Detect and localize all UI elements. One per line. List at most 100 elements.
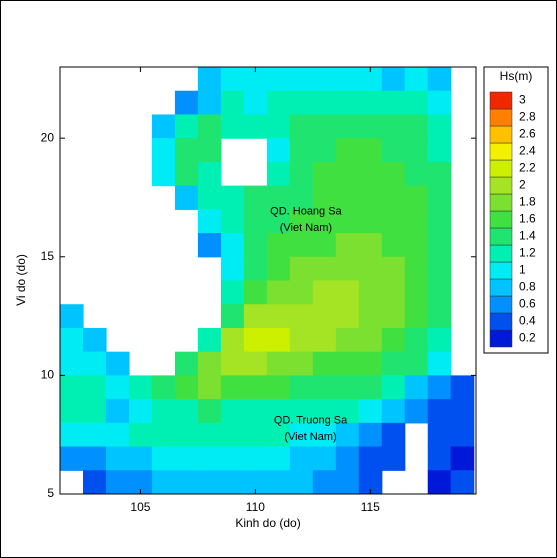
cell xyxy=(427,422,452,448)
cell xyxy=(105,375,130,400)
cell xyxy=(289,280,314,305)
cell xyxy=(381,256,406,282)
cell xyxy=(289,138,314,163)
cell xyxy=(427,304,452,329)
cell xyxy=(358,446,383,471)
cell xyxy=(128,422,153,448)
cell xyxy=(197,161,222,187)
cell xyxy=(404,280,429,305)
cell xyxy=(197,446,222,471)
cell xyxy=(243,280,268,305)
cell xyxy=(174,422,199,448)
cell xyxy=(335,280,360,305)
cell xyxy=(266,470,291,494)
cell xyxy=(312,161,337,187)
cell xyxy=(243,446,268,471)
colorbar-label: 1.2 xyxy=(519,246,536,260)
cell xyxy=(381,327,406,353)
colorbar-swatch xyxy=(489,261,513,280)
cell xyxy=(312,304,337,329)
y-axis-label: Vi do (do) xyxy=(14,254,28,306)
cell xyxy=(266,90,291,116)
cell xyxy=(243,90,268,116)
colorbar-swatch xyxy=(489,159,513,178)
cell xyxy=(404,233,429,258)
cell xyxy=(243,67,268,92)
cell xyxy=(266,185,291,210)
colorbar-swatch xyxy=(489,193,513,212)
cell xyxy=(243,233,268,258)
colorbar-label: 2.8 xyxy=(519,110,536,124)
x-tick-label: 110 xyxy=(246,500,265,514)
cell xyxy=(335,375,360,400)
cell xyxy=(381,304,406,329)
cell xyxy=(220,470,245,494)
colorbar-swatch xyxy=(489,244,513,263)
cell xyxy=(335,399,360,424)
cell xyxy=(404,327,429,353)
cell xyxy=(335,422,360,448)
cell xyxy=(358,185,383,210)
cell xyxy=(197,351,222,376)
colorbar-swatch xyxy=(489,91,513,110)
cell xyxy=(174,399,199,424)
cell xyxy=(312,327,337,353)
cell xyxy=(335,233,360,258)
cell xyxy=(82,399,107,424)
colorbar-swatch xyxy=(489,108,513,127)
cell xyxy=(266,114,291,139)
cell xyxy=(404,256,429,282)
cell xyxy=(404,161,429,187)
cell xyxy=(404,209,429,234)
cell xyxy=(312,351,337,376)
cell xyxy=(450,399,475,424)
cell xyxy=(312,185,337,210)
cell xyxy=(220,90,245,116)
cell xyxy=(427,470,452,494)
cell xyxy=(358,90,383,116)
cell xyxy=(266,446,291,471)
cell xyxy=(404,138,429,163)
cell xyxy=(174,185,199,210)
cell xyxy=(312,280,337,305)
cell xyxy=(289,233,314,258)
cell xyxy=(197,67,222,92)
cell xyxy=(105,422,130,448)
cell xyxy=(82,470,107,494)
cell xyxy=(151,422,176,448)
cell xyxy=(243,470,268,494)
cell xyxy=(60,304,84,329)
cell xyxy=(427,351,452,376)
cell xyxy=(404,114,429,139)
cell xyxy=(128,470,153,494)
cell xyxy=(220,233,245,258)
cell xyxy=(312,233,337,258)
cell xyxy=(289,470,314,494)
cell xyxy=(427,90,452,116)
cell xyxy=(266,256,291,282)
cell xyxy=(197,399,222,424)
colorbar-label: 3 xyxy=(519,93,526,107)
colorbar-label: 1.6 xyxy=(519,212,536,226)
colorbar-title: Hs(m) xyxy=(500,69,533,83)
colorbar-swatch xyxy=(489,142,513,161)
colorbar-label: 2.6 xyxy=(519,127,536,141)
cell xyxy=(220,446,245,471)
cell xyxy=(151,375,176,400)
cell xyxy=(335,185,360,210)
cell xyxy=(335,256,360,282)
colorbar-label: 0.4 xyxy=(519,314,536,328)
cell xyxy=(220,209,245,234)
cell xyxy=(220,256,245,282)
cell xyxy=(197,470,222,494)
cell xyxy=(220,114,245,139)
cell xyxy=(82,422,107,448)
cell xyxy=(312,138,337,163)
cell xyxy=(427,280,452,305)
cell xyxy=(289,375,314,400)
cell xyxy=(427,399,452,424)
cell xyxy=(174,375,199,400)
cell xyxy=(358,470,383,494)
cell xyxy=(450,422,475,448)
